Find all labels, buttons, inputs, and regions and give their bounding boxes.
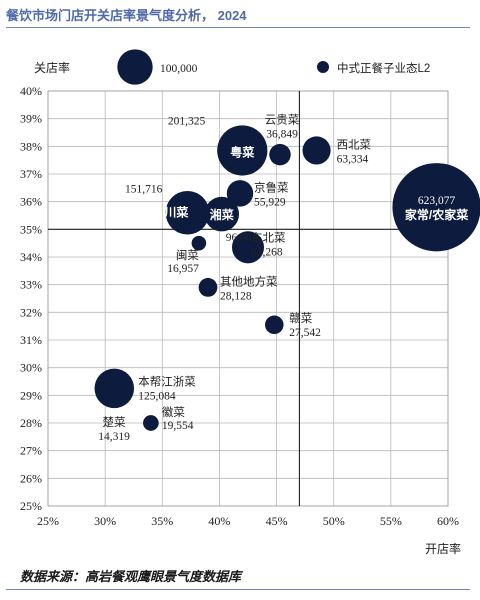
axis-ticks: 25% 26% 27% 28% 29% 30% 31% 32% 33% 34% 35% 36% 37% 3… bbox=[20, 60, 461, 556]
x-tick-label: 60% bbox=[437, 514, 459, 528]
bubble-湘菜 bbox=[204, 196, 240, 232]
bubble-name-label: 川菜 bbox=[163, 205, 188, 220]
bubble-赣菜 bbox=[265, 315, 284, 335]
y-tick-label: 32% bbox=[20, 305, 42, 319]
bubble-粤菜 bbox=[217, 125, 268, 176]
bubble-name-label: 徽菜 bbox=[162, 405, 185, 419]
series-legend-label: 中式正餐子业态L2 bbox=[337, 61, 430, 75]
bubble-家常/农家菜 bbox=[392, 163, 480, 252]
bubble-labels: 粤菜 201,325 云贵菜 36,849 西北菜 63,334 家常/农家菜623,077… bbox=[98, 114, 468, 443]
y-tick-label: 33% bbox=[20, 278, 42, 292]
y-tick-label: 31% bbox=[20, 333, 42, 347]
bubble-name-label: 湘菜 bbox=[210, 207, 234, 222]
bubble-name-label: 本帮江浙菜 bbox=[138, 374, 196, 388]
bubble-云贵菜 bbox=[269, 143, 291, 166]
reference-lines bbox=[48, 91, 448, 506]
bubbles bbox=[94, 125, 480, 431]
bubble-name-label: 京鲁菜 bbox=[254, 180, 289, 194]
bubble-name-label: 闽菜 bbox=[176, 249, 199, 262]
y-tick-label: 29% bbox=[20, 388, 42, 402]
bubble-value-label: 16,957 bbox=[167, 263, 199, 275]
bubble-京鲁菜 bbox=[226, 180, 254, 207]
bubble-value-label: 14,319 bbox=[98, 431, 130, 443]
series-legend-marker bbox=[317, 61, 329, 73]
title-divider bbox=[6, 27, 470, 28]
size-legend-bubble bbox=[117, 49, 153, 85]
y-tick-label: 26% bbox=[20, 471, 42, 485]
y-tick-label: 40% bbox=[20, 84, 42, 98]
bubble-value-label: 63,334 bbox=[337, 153, 369, 165]
bubble-东北菜 bbox=[231, 231, 265, 264]
bubble-西北菜 bbox=[302, 136, 331, 165]
bubble-value-label: 36,849 bbox=[266, 129, 298, 141]
bubble-value-label: 125,084 bbox=[138, 390, 176, 402]
bubble-name-label: 其他地方菜 bbox=[220, 274, 278, 288]
y-tick-label: 36% bbox=[20, 195, 42, 209]
x-tick-label: 35% bbox=[151, 514, 173, 528]
bubble-name-label: 楚菜 bbox=[103, 415, 126, 429]
data-source-note: 数据来源：高岩餐观鹰眼景气度数据库 bbox=[20, 569, 242, 584]
y-tick-label: 37% bbox=[20, 167, 42, 181]
bubble-value-label: 82,268 bbox=[251, 246, 283, 258]
bubble-徽菜 bbox=[143, 415, 159, 431]
x-axis-title: 开店率 bbox=[425, 541, 461, 556]
x-tick-label: 45% bbox=[266, 514, 288, 528]
bubble-value-label: 28,128 bbox=[220, 290, 252, 302]
bubble-value-label: 96,002 bbox=[226, 232, 258, 244]
size-legend-label: 100,000 bbox=[160, 63, 198, 75]
x-tick-label: 55% bbox=[380, 514, 402, 528]
bubble-name-label: 赣菜 bbox=[289, 311, 312, 325]
bubble-value-label: 623,077 bbox=[418, 195, 456, 207]
bubble-value-label: 55,929 bbox=[254, 196, 286, 208]
bubble-本帮江浙菜 bbox=[94, 368, 135, 409]
y-tick-label: 35% bbox=[20, 222, 42, 236]
x-tick-label: 50% bbox=[323, 514, 345, 528]
x-tick-label: 40% bbox=[208, 514, 230, 528]
bubble-name-label: 粤菜 bbox=[230, 144, 254, 159]
y-tick-label: 27% bbox=[20, 444, 42, 458]
bubble-value-label: 27,542 bbox=[289, 327, 321, 339]
bubble-name-label: 西北菜 bbox=[337, 138, 372, 151]
bubble-value-label: 201,325 bbox=[168, 115, 206, 127]
y-tick-label: 34% bbox=[20, 250, 42, 264]
bubble-name-label: 家常/农家菜 bbox=[405, 207, 468, 222]
bubble-川菜 bbox=[165, 190, 210, 235]
bubble-name-label: 云贵菜 bbox=[265, 114, 300, 127]
y-axis-title: 关店率 bbox=[34, 60, 70, 75]
x-tick-label: 30% bbox=[94, 514, 116, 528]
bubble-其他地方菜 bbox=[198, 278, 218, 297]
chart-title: 餐饮市场门店开关店率景气度分析， 2024 bbox=[6, 8, 247, 23]
bubble-value-label: 151,716 bbox=[125, 184, 163, 196]
y-tick-label: 28% bbox=[20, 416, 42, 430]
y-tick-label: 30% bbox=[20, 361, 42, 375]
plot-frame bbox=[47, 90, 449, 507]
bubble-闽菜 bbox=[191, 235, 207, 251]
y-tick-label: 25% bbox=[20, 499, 42, 513]
y-tick-label: 39% bbox=[20, 112, 42, 126]
bubble-name-label: 东北菜 bbox=[251, 231, 286, 244]
bubble-value-label: 19,554 bbox=[162, 420, 194, 432]
bottom-divider bbox=[6, 589, 470, 590]
chart-legend: 100,000 中式正餐子业态L2 bbox=[117, 49, 430, 85]
x-tick-label: 25% bbox=[37, 514, 59, 528]
y-tick-label: 38% bbox=[20, 139, 42, 153]
